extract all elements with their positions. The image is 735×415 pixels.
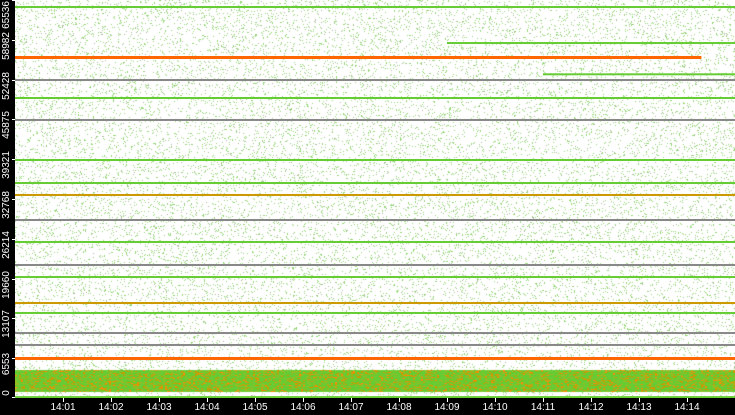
y-tick [12,0,15,1]
x-tick [351,398,352,402]
plot-area [15,0,735,398]
port-line [15,356,735,360]
port-line [15,193,735,196]
x-tick [447,398,448,402]
port-line [15,276,735,279]
port-line [15,343,735,346]
y-tick-label: 0 [1,390,12,396]
y-tick-label: 58982 [1,31,12,60]
x-tick-label: 14:07 [338,402,364,413]
y-tick-label: 26214 [1,230,12,259]
port-line [447,42,735,45]
x-tick-label: 14:06 [290,402,316,413]
port-line [15,6,735,9]
x-tick [543,398,544,402]
port-line [15,332,735,335]
x-tick-label: 14:03 [146,402,172,413]
x-tick [303,398,304,402]
x-tick [495,398,496,402]
y-tick-label: 65536 [1,1,12,29]
x-tick [639,398,640,402]
x-tick [111,398,112,402]
y-tick [12,199,15,200]
y-tick [12,278,15,280]
y-tick [12,318,15,320]
port-line [15,79,735,82]
y-tick-label: 19660 [1,270,12,299]
port-line [15,158,735,161]
y-tick-label: 32768 [1,191,12,219]
port-line [15,311,735,314]
scatter-points [15,0,735,398]
x-tick-label: 14:10 [482,402,508,413]
x-tick-label: 14:12 [578,402,604,413]
y-tick-label: 52428 [1,71,12,100]
x-tick-label: 14:08 [386,402,412,413]
x-tick-label: 14:01 [50,402,76,413]
x-tick [255,398,256,402]
x-tick-label: 14:14 [674,402,700,413]
y-tick [12,79,15,81]
y-tick-label: 45875 [1,111,12,140]
port-line [15,56,702,60]
x-tick [159,398,160,402]
x-tick-label: 14:11 [530,402,556,413]
y-tick [12,39,15,41]
x-tick [687,398,688,402]
port-line [15,96,735,99]
persistent-port-lines [15,6,735,398]
x-tick [63,398,64,402]
port-line [15,219,735,222]
port-line [15,118,735,121]
x-tick-label: 14:02 [98,402,124,413]
port-line [15,302,735,305]
y-tick-label: 39321 [1,151,12,180]
port-line [15,240,735,243]
x-tick-label: 14:13 [626,402,652,413]
y-tick-label: 13107 [1,310,12,339]
y-tick-label: 6553 [1,353,12,376]
port-line [15,182,735,185]
x-tick [399,398,400,402]
y-tick [12,119,15,121]
port-line [15,396,735,398]
port-line [543,73,735,76]
x-tick [591,398,592,402]
x-tick [207,398,208,402]
y-tick [12,358,15,360]
y-tick [12,238,15,240]
y-tick [12,159,15,161]
y-tick [12,397,15,398]
x-tick-label: 14:04 [194,402,220,413]
port-line [15,264,735,267]
x-tick-label: 14:05 [242,402,268,413]
x-tick-label: 14:09 [434,402,460,413]
